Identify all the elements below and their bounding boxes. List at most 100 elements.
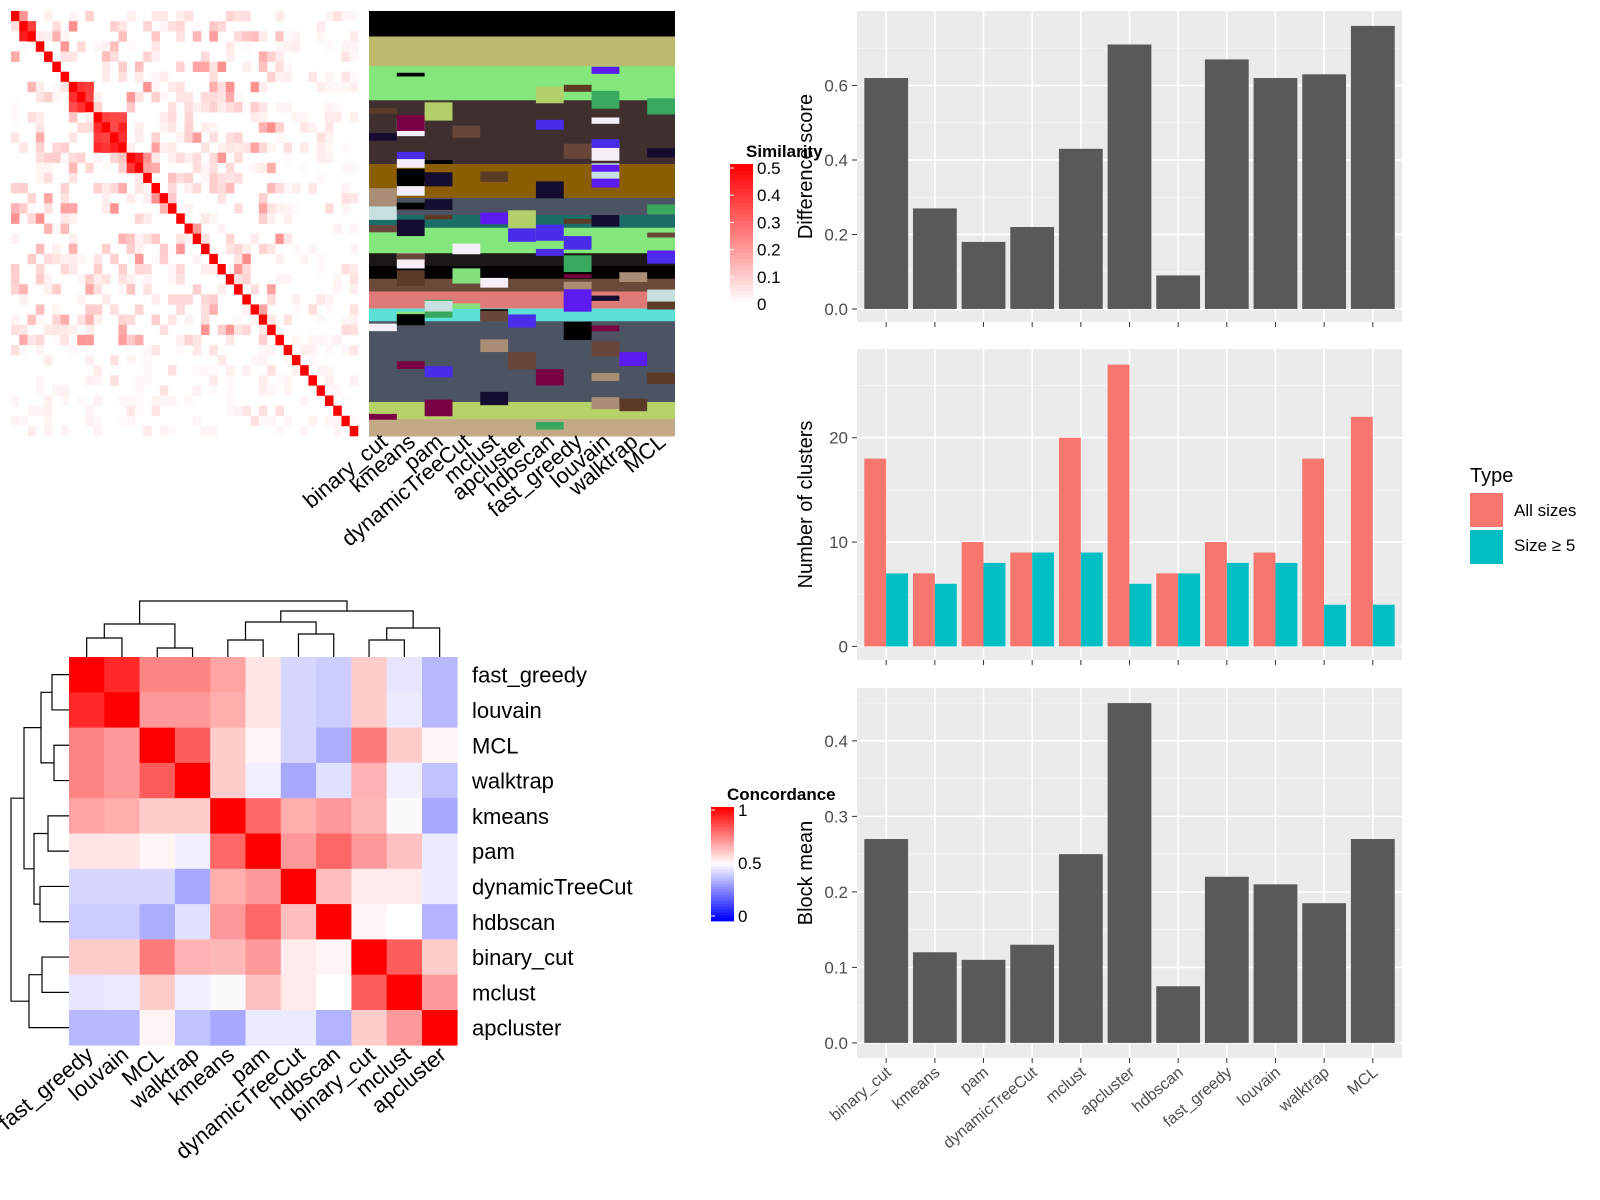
concordance-cell [245,798,282,834]
similarity-legend-step [730,192,753,197]
cluster-segment [563,321,592,340]
bar-mclust [1058,854,1103,1043]
similarity-cell [250,102,260,113]
similarity-cell [44,51,53,62]
similarity-cell [151,31,161,42]
concordance-cell [69,904,105,940]
similarity-cell [52,284,61,295]
similarity-cell [316,142,326,153]
similarity-legend-step [730,298,753,303]
cluster-segment [591,117,620,124]
similarity-cell [225,102,235,113]
concordance-legend-step [711,895,734,899]
cluster-segment [396,219,425,237]
cluster-segment [480,171,509,182]
similarity-cell [151,395,161,406]
similarity-cell [258,193,268,204]
cluster-segment [369,206,397,220]
dendrogram-branch [53,744,69,782]
similarity-cell [283,385,293,396]
similarity-cell [234,91,243,103]
similarity-cell [68,102,78,113]
similarity-cell [35,172,45,184]
similarity-cell [250,233,260,245]
similarity-legend-step [730,164,753,169]
similarity-cell [27,253,37,265]
similarity-cell [341,11,351,22]
similarity-cell [234,263,243,275]
concordance-cell [422,939,458,975]
similarity-cell [192,183,202,194]
similarity-cell [283,142,293,153]
similarity-cell [118,122,127,133]
similarity-cell [134,172,144,184]
similarity-cell [225,334,235,346]
similarity-cell [308,375,317,386]
dendrogram-branch [103,623,176,648]
similarity-cell [68,253,78,265]
concordance-cell [386,657,423,693]
similarity-cell [159,11,169,22]
similarity-cell [143,183,152,194]
cluster-segment [369,188,397,207]
concordance-cell [351,798,387,834]
similarity-cell [242,243,251,255]
y-tick-label: 0.0 [824,300,848,319]
similarity-cell [209,365,218,376]
cluster-segment [535,86,564,104]
similarity-cell [176,61,185,73]
concordance-cell [210,904,246,940]
similarity-cell [201,314,210,325]
similarity-cell [333,223,342,234]
similarity-legend-step [730,178,753,183]
concordance-cell [245,692,282,728]
concordance-cell [245,868,282,905]
concordance-cell [69,974,105,1011]
similarity-cell [167,183,177,194]
similarity-cell [209,344,218,356]
similarity-cell [118,324,127,336]
similarity-cell [192,365,202,376]
similarity-cell [275,71,284,83]
similarity-cell [258,334,268,346]
similarity-cell [44,425,53,437]
similarity-cell [11,274,20,285]
similarity-cell [201,365,210,376]
similarity-cell [349,274,359,285]
cluster-segment [619,352,648,367]
similarity-cell [77,41,86,52]
similarity-cell [110,132,119,143]
similarity-cell [52,243,61,255]
similarity-cell [77,102,86,113]
similarity-cell [143,193,152,204]
similarity-cell [300,425,309,437]
concordance-legend-step [711,869,734,873]
similarity-cell [201,162,210,174]
y-tick-label: 0.4 [824,151,848,170]
bar-All sizes [961,542,984,647]
similarity-cell [134,253,144,265]
similarity-cell [201,61,210,73]
concordance-cell [69,868,105,905]
similarity-cell [242,405,251,417]
similarity-cell [110,253,119,265]
similarity-cell [118,183,127,194]
similarity-legend-tick-label: 0.5 [757,159,781,178]
similarity-cell [126,415,136,427]
similarity-cell [217,355,227,366]
similarity-cell [217,284,227,295]
similarity-cell [341,193,351,204]
similarity-cell [159,395,169,406]
similarity-cell [19,21,28,32]
cluster-segment [424,399,453,417]
cluster-segment [563,143,592,159]
similarity-cell [225,324,235,336]
cluster-segment [424,366,453,378]
similarity-cell [101,294,111,305]
similarity-cell [77,152,86,164]
concordance-cell [386,798,423,834]
similarity-cell [316,132,326,143]
bar-Size ≥ 5 [1129,583,1152,647]
bar-fast_greedy [1204,59,1249,309]
similarity-cell [300,344,309,356]
